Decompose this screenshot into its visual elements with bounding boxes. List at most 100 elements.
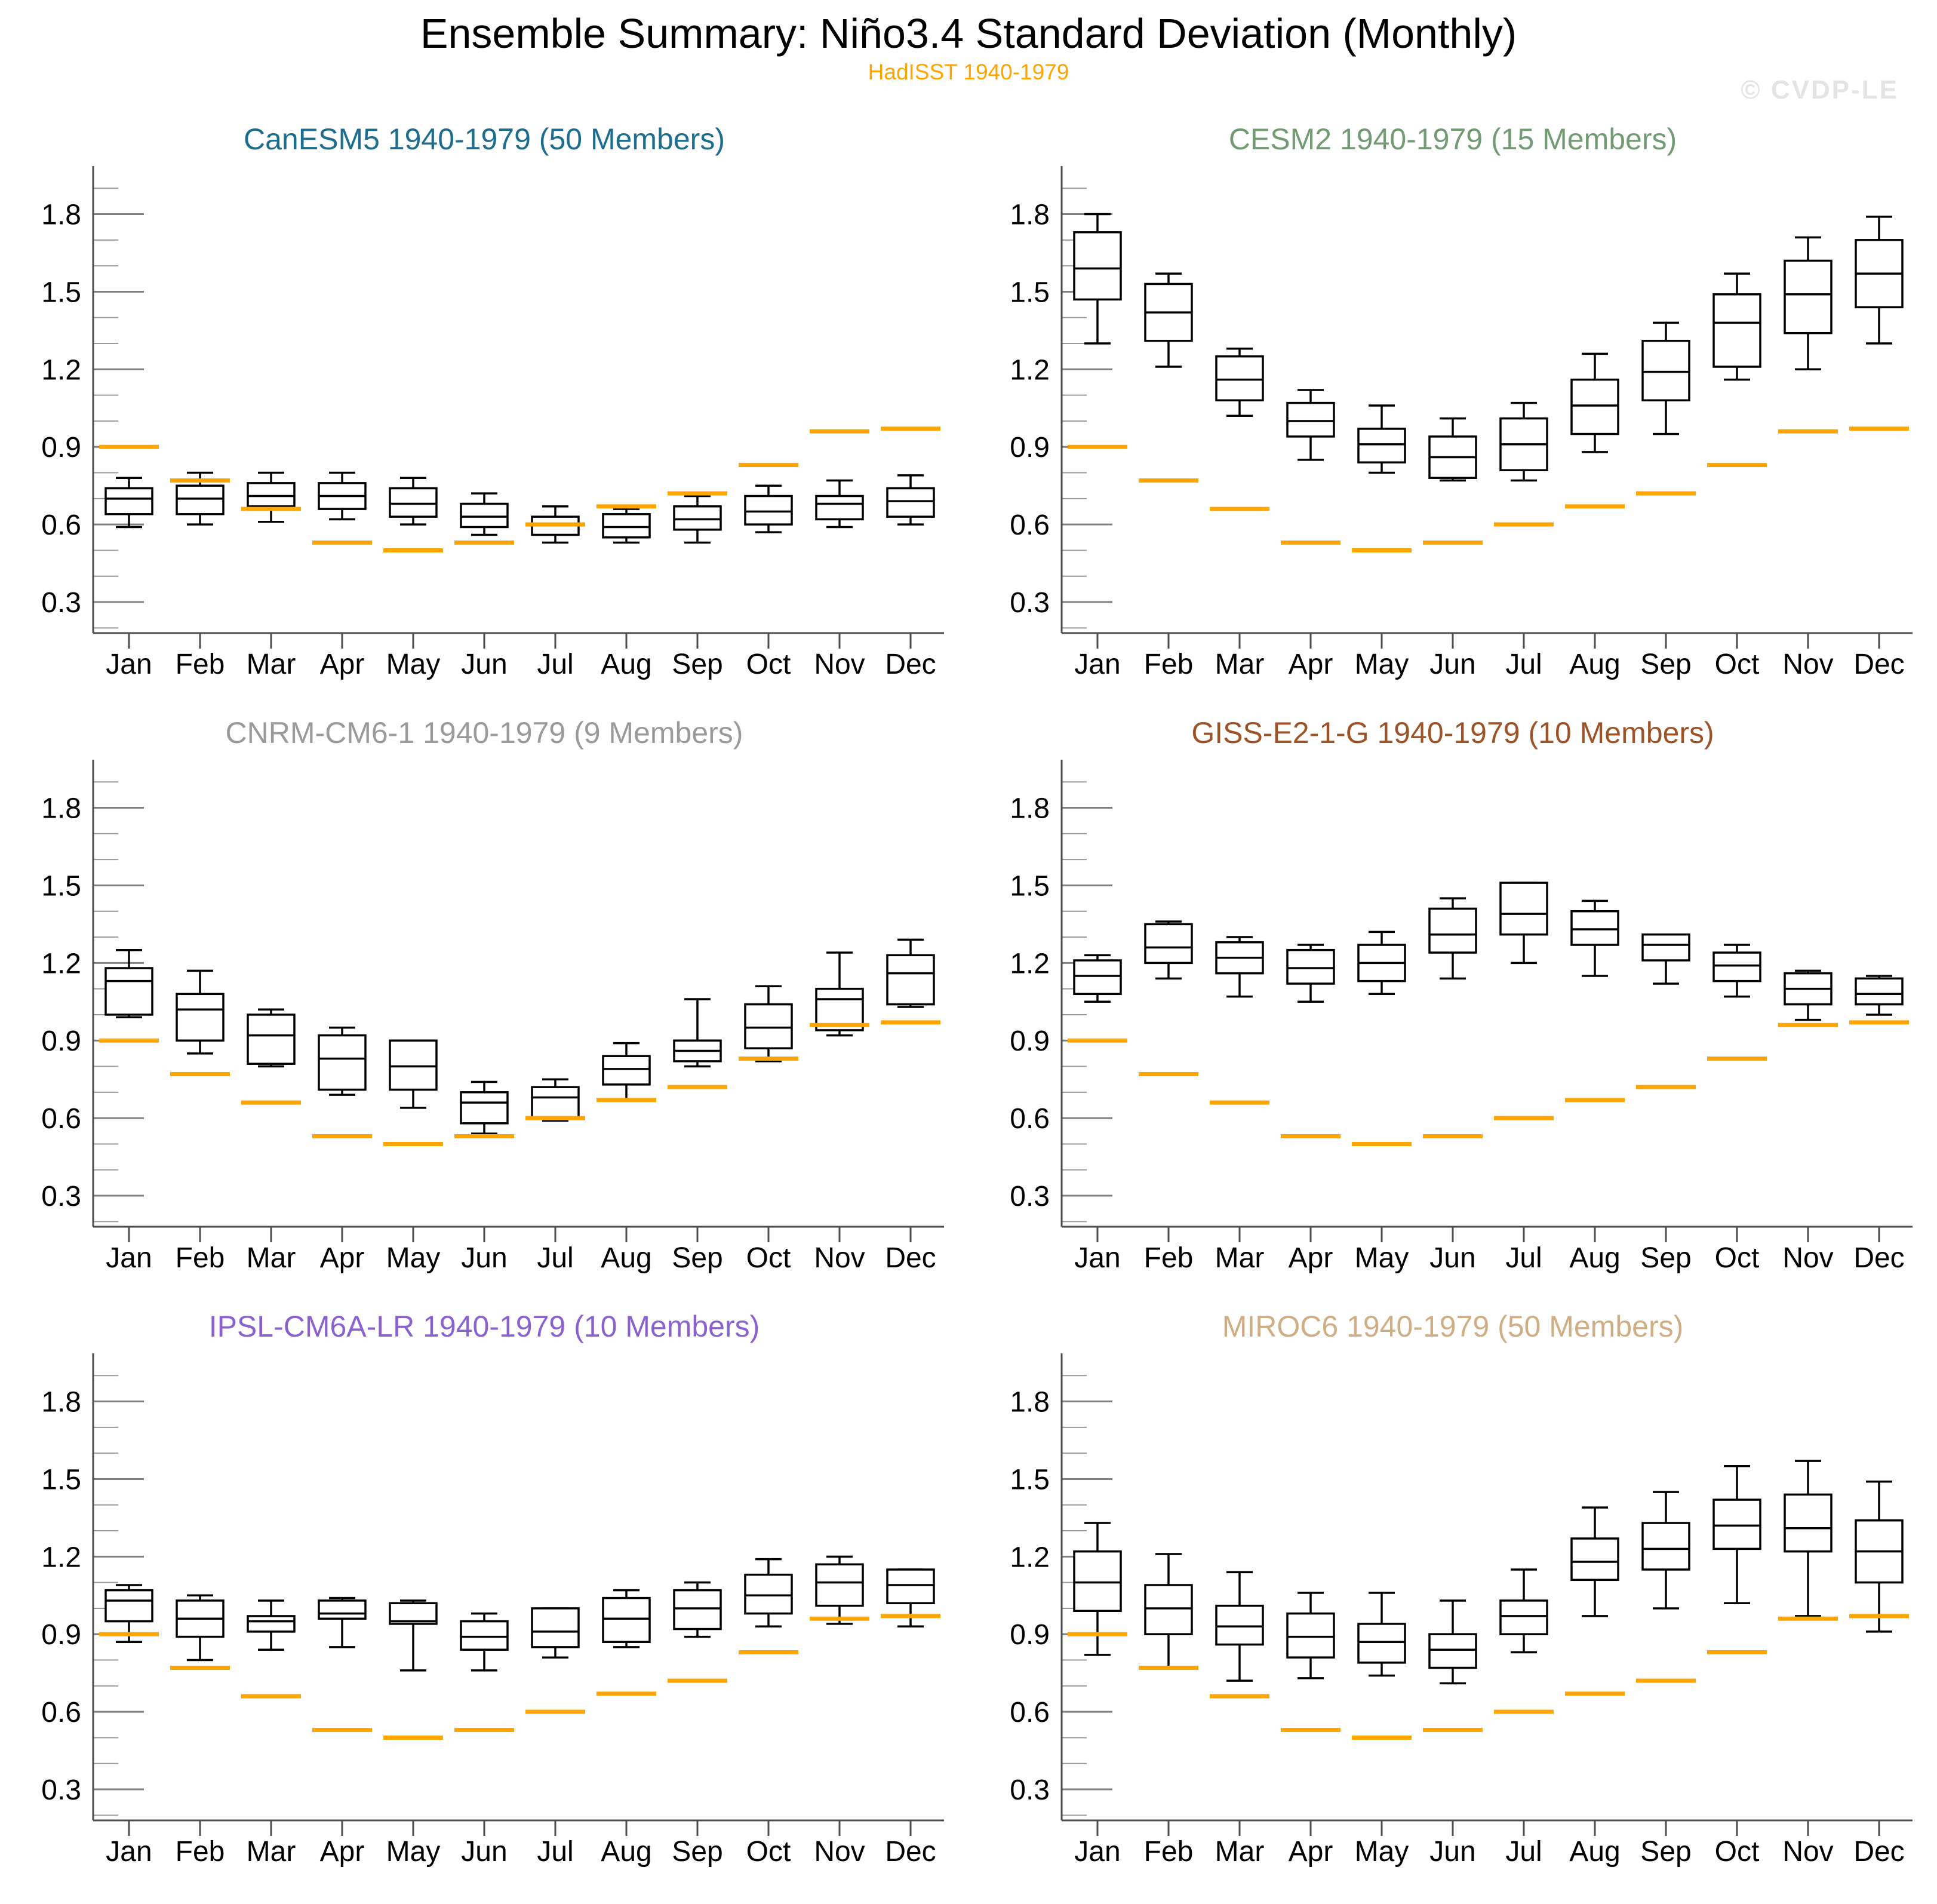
x-month-label: Jan [106, 1242, 152, 1274]
box-sep [673, 1589, 722, 1630]
x-month-label: May [1355, 649, 1409, 680]
x-month-label: Aug [1569, 1836, 1620, 1868]
x-month-label: Apr [1289, 1242, 1333, 1274]
y-tick-label: 1.5 [41, 1464, 81, 1495]
x-month-label: Apr [320, 649, 365, 680]
y-tick-label: 0.6 [41, 509, 81, 541]
x-month-label: Feb [1144, 1836, 1194, 1868]
y-tick-label: 0.9 [1010, 1025, 1050, 1057]
box-feb [176, 993, 225, 1042]
panel-miroc6: MIROC6 1940-1979 (50 Members) 0.3 0.6 0.9 1… [968, 1280, 1937, 1874]
x-month-label: Nov [814, 649, 865, 680]
boxplot-chart: 0.3 0.6 0.9 1.2 1.5 1.8 Jan Feb Mar Apr May Jun Jul A… [1010, 166, 1913, 680]
panel-title: IPSL-CM6A-LR 1940-1979 (10 Members) [208, 1310, 760, 1343]
x-month-label: Jun [1429, 1836, 1475, 1868]
panel-cnrm-cm6-1: CNRM-CM6-1 1940-1979 (9 Members) 0.3 0.6 0… [0, 687, 968, 1280]
y-tick-label: 0.9 [41, 1025, 81, 1057]
box-feb [1144, 1584, 1193, 1635]
x-month-label: Jun [461, 649, 507, 680]
x-month-label: Feb [176, 1242, 225, 1274]
x-month-label: May [386, 1242, 441, 1274]
x-month-label: Feb [176, 649, 225, 680]
box-apr [1286, 401, 1335, 438]
x-month-label: Jan [1074, 1836, 1120, 1868]
boxplot-chart: 0.3 0.6 0.9 1.2 1.5 1.8 Jan Feb Mar Apr May Jun Jul A… [1010, 1353, 1913, 1868]
panel-title: CESM2 1940-1979 (15 Members) [1228, 122, 1677, 156]
box-mar [247, 1615, 296, 1633]
boxplot-chart: 0.3 0.6 0.9 1.2 1.5 1.8 Jan Feb Mar Apr May Jun Jul A… [41, 1353, 944, 1868]
box-apr [318, 1599, 367, 1620]
y-tick-label: 0.6 [41, 1103, 81, 1135]
x-month-label: Jul [1505, 1242, 1542, 1274]
y-tick-label: 0.9 [41, 1619, 81, 1651]
box-jun [1428, 1633, 1477, 1669]
page-title: Ensemble Summary: Niño3.4 Standard Devia… [420, 10, 1517, 57]
box-sep [1641, 1522, 1690, 1571]
box-sep [673, 505, 722, 531]
y-tick-label: 1.5 [41, 277, 81, 308]
x-month-label: Oct [746, 1836, 791, 1868]
box-oct [1712, 293, 1761, 368]
box-jun [460, 1620, 509, 1651]
header: Ensemble Summary: Niño3.4 Standard Devia… [0, 10, 1937, 85]
y-tick-label: 0.9 [41, 432, 81, 463]
box-nov [815, 1563, 864, 1607]
x-month-label: Mar [247, 1836, 296, 1868]
x-month-label: May [386, 1836, 441, 1868]
box-oct [1712, 951, 1761, 982]
box-jul [1499, 882, 1548, 936]
y-tick-label: 1.5 [41, 870, 81, 902]
x-month-label: Mar [247, 1242, 296, 1274]
x-month-label: Aug [601, 1242, 651, 1274]
box-may [389, 1039, 438, 1091]
x-month-label: Jan [106, 649, 152, 680]
box-mar [247, 1014, 296, 1065]
x-month-label: Jul [1505, 1836, 1542, 1868]
y-tick-label: 0.9 [1010, 432, 1050, 463]
x-month-label: May [1355, 1836, 1409, 1868]
x-month-label: Aug [1569, 649, 1620, 680]
box-jun [460, 1091, 509, 1125]
x-month-label: Mar [247, 649, 296, 680]
box-may [1357, 428, 1406, 463]
y-tick-label: 1.8 [41, 1387, 81, 1418]
y-tick-label: 1.8 [1010, 1387, 1050, 1418]
x-month-label: May [386, 649, 441, 680]
y-tick-label: 1.8 [41, 793, 81, 825]
box-jun [460, 502, 509, 529]
box-jan [104, 967, 153, 1016]
obs-subtitle: HadISST 1940-1979 [868, 60, 1069, 84]
x-month-label: Jun [461, 1242, 507, 1274]
box-apr [318, 1034, 367, 1091]
box-sep [1641, 339, 1690, 402]
box-oct [1712, 1498, 1761, 1550]
x-month-label: Mar [1215, 649, 1265, 680]
x-month-label: Nov [814, 1242, 865, 1274]
panel-title: GISS-E2-1-G 1940-1979 (10 Members) [1191, 716, 1714, 750]
panel-title: MIROC6 1940-1979 (50 Members) [1222, 1310, 1684, 1343]
x-month-label: Aug [601, 1836, 651, 1868]
box-jul [531, 1607, 580, 1648]
box-aug [1570, 378, 1619, 435]
x-month-label: Apr [320, 1836, 365, 1868]
box-jan [104, 1589, 153, 1623]
y-tick-label: 0.3 [1010, 1774, 1050, 1806]
x-month-label: Jun [1429, 1242, 1475, 1274]
x-month-label: Jul [537, 1836, 573, 1868]
box-jun [1428, 907, 1477, 954]
cvdp-watermark: © CVDP-LE [1741, 75, 1899, 105]
box-sep [1641, 933, 1690, 962]
box-jan [1073, 231, 1122, 301]
x-month-label: Mar [1215, 1836, 1265, 1868]
x-month-label: Jul [537, 649, 573, 680]
box-aug [602, 513, 651, 539]
box-apr [1286, 1612, 1335, 1659]
y-tick-label: 1.8 [41, 199, 81, 231]
y-tick-label: 0.3 [41, 587, 81, 619]
x-month-label: Nov [1782, 1836, 1833, 1868]
y-tick-label: 1.2 [41, 1541, 81, 1573]
x-month-label: Oct [746, 649, 791, 680]
box-dec [886, 1568, 935, 1605]
x-month-label: Sep [672, 1242, 722, 1274]
